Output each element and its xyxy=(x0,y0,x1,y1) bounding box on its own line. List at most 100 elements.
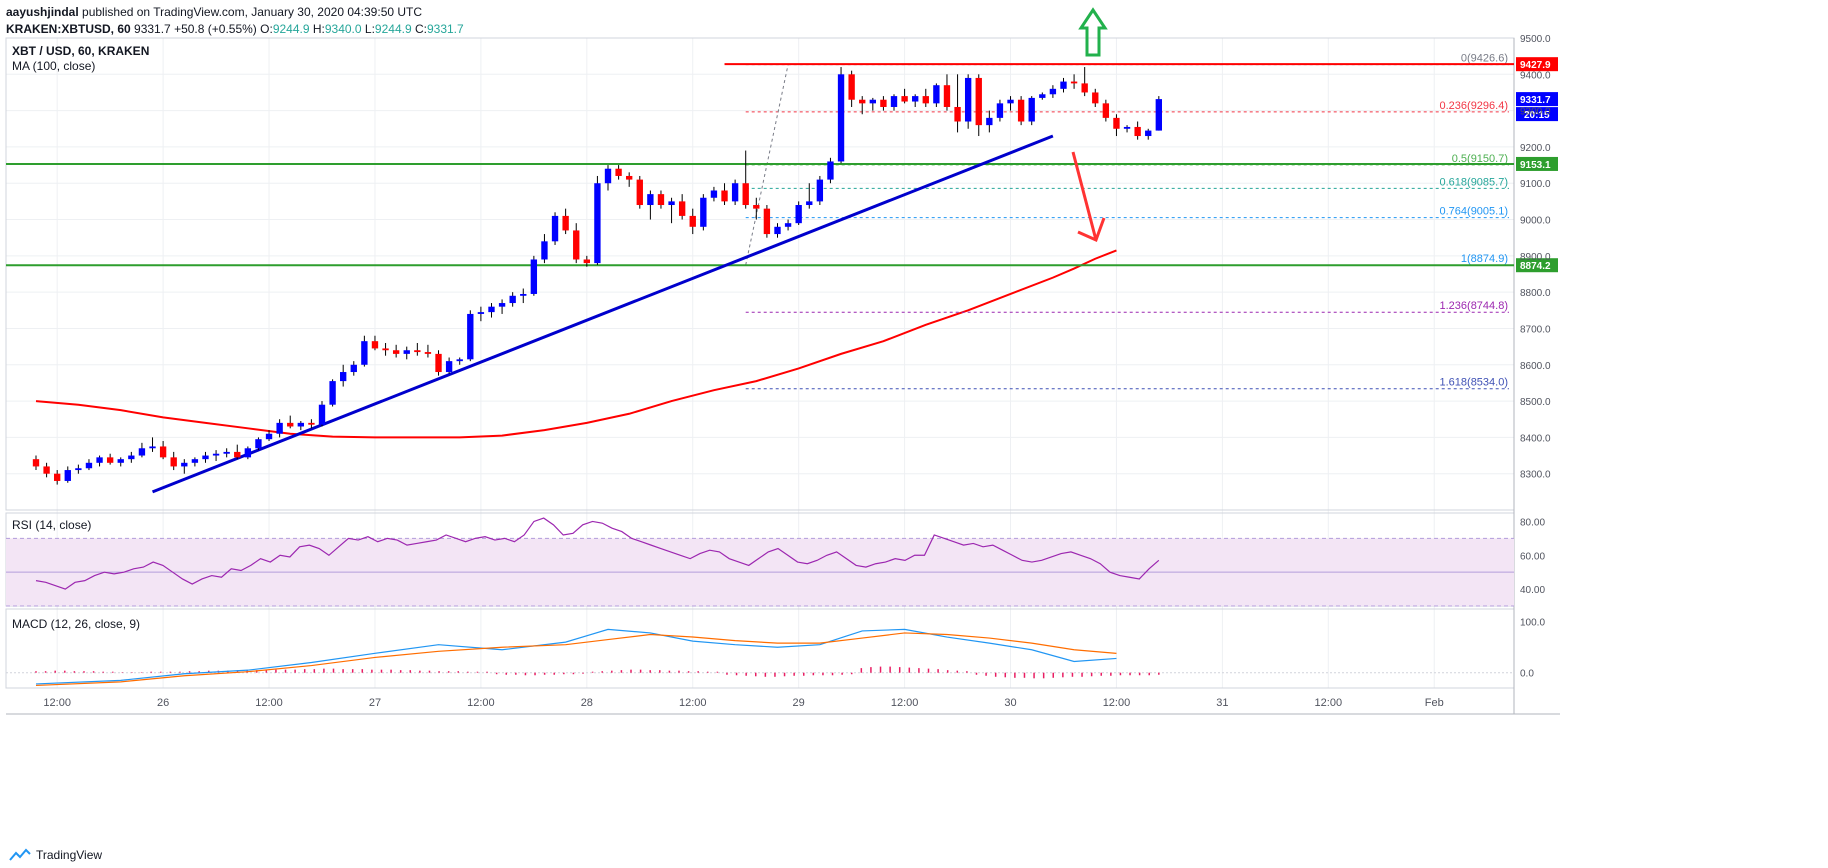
candle-body[interactable] xyxy=(1007,99,1014,104)
candle-body[interactable] xyxy=(1123,126,1131,129)
candle-body[interactable] xyxy=(382,348,389,351)
candle-body[interactable] xyxy=(456,359,463,362)
candle-body[interactable] xyxy=(933,85,940,104)
candle-body[interactable] xyxy=(520,293,527,296)
candle-body[interactable] xyxy=(414,350,421,353)
candle-body[interactable] xyxy=(689,215,696,227)
candle-body[interactable] xyxy=(806,201,813,206)
candle-body[interactable] xyxy=(32,459,40,467)
candle-body[interactable] xyxy=(191,459,199,463)
candle-body[interactable] xyxy=(488,306,495,313)
candle-body[interactable] xyxy=(880,99,887,107)
candle-body[interactable] xyxy=(986,117,993,126)
candle-body[interactable] xyxy=(318,404,326,425)
candle-body[interactable] xyxy=(265,433,273,440)
tradingview-footer[interactable]: TradingView xyxy=(8,848,102,862)
candle-body[interactable] xyxy=(1017,99,1025,122)
candle-body[interactable] xyxy=(912,96,919,102)
candle-body[interactable] xyxy=(106,457,114,463)
candle-body[interactable] xyxy=(43,466,50,474)
candle-body[interactable] xyxy=(604,168,612,184)
candle-body[interactable] xyxy=(668,201,675,206)
candle-body[interactable] xyxy=(181,462,188,467)
candle-body[interactable] xyxy=(1102,103,1110,118)
candle-body[interactable] xyxy=(202,455,209,460)
candle-body[interactable] xyxy=(954,106,961,122)
candle-body[interactable] xyxy=(996,103,1004,118)
candle-body[interactable] xyxy=(583,259,590,264)
candle-body[interactable] xyxy=(297,422,304,427)
candle-body[interactable] xyxy=(435,353,442,373)
author-name[interactable]: aayushjindal xyxy=(6,5,79,19)
candle-body[interactable] xyxy=(837,74,845,162)
candle-body[interactable] xyxy=(890,96,898,107)
candle-body[interactable] xyxy=(647,194,654,206)
candle-body[interactable] xyxy=(943,85,951,107)
candle-body[interactable] xyxy=(64,470,71,481)
candle-body[interactable] xyxy=(975,77,982,126)
candle-body[interactable] xyxy=(54,473,61,481)
candle-body[interactable] xyxy=(255,439,262,449)
candle-body[interactable] xyxy=(85,462,93,469)
candle-body[interactable] xyxy=(340,372,347,382)
candle-body[interactable] xyxy=(234,451,241,458)
candle-body[interactable] xyxy=(477,312,485,314)
candle-body[interactable] xyxy=(1092,92,1099,104)
candle-body[interactable] xyxy=(1134,126,1141,137)
candle-body[interactable] xyxy=(848,74,855,100)
candle-body[interactable] xyxy=(212,453,220,456)
candle-body[interactable] xyxy=(96,457,103,463)
candle-body[interactable] xyxy=(392,350,400,354)
support-trendline[interactable] xyxy=(151,134,1054,494)
candle-body[interactable] xyxy=(117,459,124,463)
candle-body[interactable] xyxy=(467,313,474,360)
candle-body[interactable] xyxy=(1145,130,1152,137)
candle-body[interactable] xyxy=(350,364,357,373)
candle-body[interactable] xyxy=(827,161,834,180)
candle-body[interactable] xyxy=(159,446,167,458)
candle-body[interactable] xyxy=(1049,88,1057,95)
candle-body[interactable] xyxy=(657,194,665,206)
candle-body[interactable] xyxy=(498,303,506,307)
candle-body[interactable] xyxy=(742,183,749,206)
candle-body[interactable] xyxy=(1060,81,1067,89)
candle-body[interactable] xyxy=(922,96,929,104)
candle-body[interactable] xyxy=(329,381,336,405)
candle-body[interactable] xyxy=(869,99,876,104)
candle-body[interactable] xyxy=(859,99,866,104)
candle-body[interactable] xyxy=(721,190,728,202)
candle-body[interactable] xyxy=(753,205,760,209)
candle-body[interactable] xyxy=(1039,94,1046,98)
candle-body[interactable] xyxy=(509,295,516,304)
candle-body[interactable] xyxy=(1081,83,1088,93)
candle-body[interactable] xyxy=(445,361,453,373)
candle-body[interactable] xyxy=(138,448,146,456)
candle-body[interactable] xyxy=(424,352,432,354)
candle-body[interactable] xyxy=(149,446,156,449)
candle-body[interactable] xyxy=(223,451,230,454)
candle-body[interactable] xyxy=(541,241,548,260)
candle-body[interactable] xyxy=(636,179,643,206)
candle-body[interactable] xyxy=(530,259,538,294)
candle-body[interactable] xyxy=(594,183,601,264)
candle-body[interactable] xyxy=(784,223,792,227)
candle-body[interactable] xyxy=(128,455,135,460)
candle-body[interactable] xyxy=(75,468,82,471)
candle-body[interactable] xyxy=(615,168,622,176)
candle-body[interactable] xyxy=(361,341,368,365)
candle-body[interactable] xyxy=(763,208,771,235)
candle-body[interactable] xyxy=(1028,97,1035,122)
candle-body[interactable] xyxy=(700,197,707,227)
candle-body[interactable] xyxy=(774,226,781,235)
candle-body[interactable] xyxy=(1070,81,1078,84)
candle-body[interactable] xyxy=(170,457,177,467)
candle-body[interactable] xyxy=(964,77,972,122)
candle-body[interactable] xyxy=(308,422,315,425)
candle-body[interactable] xyxy=(403,350,410,354)
candle-body[interactable] xyxy=(710,190,718,198)
candle-body[interactable] xyxy=(244,448,252,458)
candle-body[interactable] xyxy=(371,341,379,349)
candle-body[interactable] xyxy=(1113,117,1120,129)
candle-body[interactable] xyxy=(795,205,802,224)
